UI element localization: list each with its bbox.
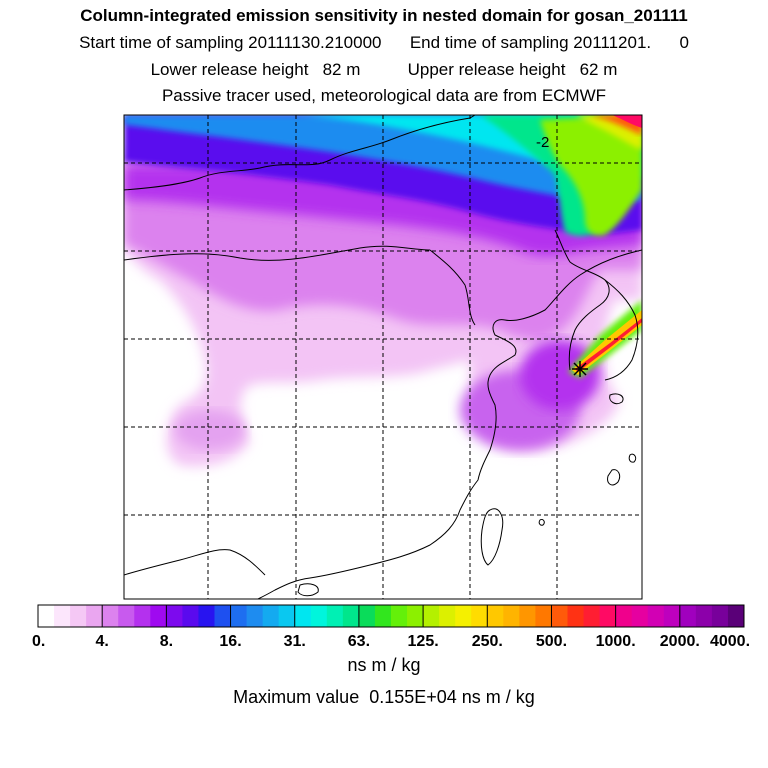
colorbar-swatch [294, 605, 312, 627]
colorbar-swatch [695, 605, 713, 627]
colorbar-swatch [455, 605, 472, 627]
release-height-line: Lower release height 82 m Upper release … [150, 60, 618, 79]
colorbar-tick-label: 4. [96, 633, 109, 650]
japan-islands [538, 453, 637, 526]
colorbar-swatch [342, 605, 360, 627]
taiwan-island [480, 508, 504, 566]
colorbar-tick-label: 4000. [710, 633, 750, 650]
colorbar-swatch [134, 605, 151, 627]
colorbar-swatch [374, 605, 392, 627]
coastline-layer [124, 115, 642, 599]
colorbar-swatch [407, 605, 424, 627]
colorbar-swatch [391, 605, 408, 627]
colorbar-swatch [535, 605, 552, 627]
colorbar-swatch [679, 605, 697, 627]
colorbar-swatch [278, 605, 296, 627]
coast-korea-east [604, 279, 639, 381]
colorbar-tick-label: 16. [219, 633, 241, 650]
colorbar-swatch [70, 605, 87, 627]
colorbar-swatch [631, 605, 649, 627]
border-korea [554, 229, 610, 371]
colorbar-swatch [262, 605, 280, 627]
colorbar-swatch [567, 605, 585, 627]
colorbar-swatch [487, 605, 504, 627]
sampling-time-line: Start time of sampling 20111130.210000 E… [79, 33, 689, 52]
border-inner [429, 249, 476, 326]
colorbar-swatch [166, 605, 183, 627]
colorbar-swatch [150, 605, 167, 627]
colorbar-swatch [246, 605, 264, 627]
colorbar-swatch [118, 605, 135, 627]
colorbar-swatch [583, 605, 601, 627]
colorbar-tick-label: 1000. [596, 633, 636, 650]
map-frame [123, 114, 643, 600]
graticule [124, 115, 642, 599]
colorbar-tick-label: 2000. [660, 633, 700, 650]
border-north [124, 115, 476, 191]
colorbar-frame [37, 604, 745, 628]
plume-lime [540, 115, 642, 236]
colorbar-swatch [214, 605, 232, 627]
colorbar-swatch [727, 605, 745, 627]
hainan-island [297, 583, 319, 597]
colorbar-swatch [230, 605, 248, 627]
colorbar-swatch [471, 605, 488, 627]
colorbar-swatch [86, 605, 103, 627]
border-southwest [124, 549, 266, 576]
max-value-text: Maximum value 0.155E+04 ns m / kg [233, 687, 535, 707]
colorbar-tick-label: 63. [348, 633, 370, 650]
contour-label: -2 [536, 134, 549, 151]
colorbar-swatch [326, 605, 344, 627]
colorbar-swatch [358, 605, 376, 627]
colorbar-swatch [198, 605, 215, 627]
colorbar-swatch [551, 605, 568, 627]
colorbar-swatch [615, 605, 633, 627]
colorbar-swatch [599, 605, 617, 627]
asterisk-icon [572, 361, 588, 377]
colorbar-swatch [519, 605, 536, 627]
colorbar-swatch [102, 605, 119, 627]
colorbar-swatch [38, 605, 55, 627]
colorbar-units: ns m / kg [347, 655, 421, 675]
colorbar-swatch [182, 605, 199, 627]
colorbar-swatch [503, 605, 520, 627]
colorbar-tick-label: 125. [408, 633, 439, 650]
colorbar-tick-label: 31. [284, 633, 306, 650]
colorbar [37, 604, 745, 628]
receptor-streak-red [575, 318, 642, 372]
colorbar-tick-label: 0. [32, 633, 45, 650]
colorbar-swatch [647, 605, 665, 627]
colorbar-swatch [54, 605, 71, 627]
colorbar-swatch [711, 605, 729, 627]
jeju-coast [609, 393, 624, 405]
colorbar-swatch [423, 605, 440, 627]
coastline-china [257, 249, 642, 599]
colorbar-tick-label: 250. [472, 633, 503, 650]
map-title: Column-integrated emission sensitivity i… [80, 6, 688, 25]
colorbar-tick-label: 8. [160, 633, 173, 650]
colorbar-swatch [439, 605, 456, 627]
colorbar-tick-labels: 0. 4. 8. 16. 31. 63. 125. 250. 500. 1000. 2000. 400… [32, 633, 750, 650]
tracer-info-line: Passive tracer used, meteorological data… [161, 86, 607, 105]
colorbar-swatch [310, 605, 328, 627]
colorbar-swatch [663, 605, 681, 627]
border-mongolia [124, 245, 431, 261]
colorbar-tick-label: 500. [536, 633, 567, 650]
